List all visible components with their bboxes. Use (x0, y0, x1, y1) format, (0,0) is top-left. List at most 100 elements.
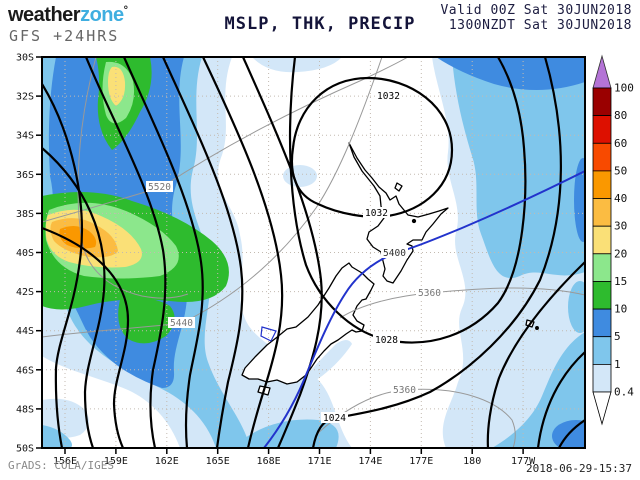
legend-label-50: 50 (614, 164, 627, 177)
lon-label-174e: 174E (358, 456, 382, 467)
label-5520-text: 5520 (148, 182, 171, 193)
label-1032-bottom: 1032 (363, 207, 390, 219)
lat-label-46s: 46S (16, 365, 34, 376)
lon-label-165e: 165E (206, 456, 230, 467)
thickness-5360-lower-line (317, 388, 516, 448)
lat-label-44s: 44S (16, 326, 34, 337)
label-5360-lower: 5360 (391, 384, 418, 396)
lon-label-177w: 177W (511, 456, 536, 467)
isobar-trough-1 (42, 82, 83, 448)
legend-label-1: 1 (614, 358, 621, 371)
isobar-1028-loop (288, 57, 527, 344)
precip-light-northeast (452, 57, 585, 279)
label-5360-upper-text: 5360 (418, 288, 441, 299)
lat-label-32s: 32S (16, 92, 34, 103)
lon-label-171e: 171E (307, 456, 331, 467)
alpine-lake-outline (260, 326, 277, 342)
legend-swatch-20-15 (592, 253, 612, 282)
logo-degree-mark: ° (123, 4, 128, 17)
legend-swatch-1-04 (592, 363, 612, 393)
legend-swatch-10-5 (592, 308, 612, 338)
contour-value-labels: 1032 1032 1028 1024 5520 5440 5400 5360 … (146, 90, 443, 424)
longitude-axis-labels: 156E 159E 162E 165E 168E 171E 174E 177E … (53, 456, 536, 467)
label-1024-text: 1024 (323, 413, 346, 424)
precip-pale-top-center (252, 57, 342, 73)
legend-label-15: 15 (614, 275, 627, 288)
precip-light-bottom-strip (232, 419, 339, 448)
label-1028-text: 1028 (375, 335, 398, 346)
legend-swatch-5-1 (592, 336, 612, 365)
lat-label-48s: 48S (16, 404, 34, 415)
label-5360-lower-text: 5360 (393, 385, 416, 396)
precip-pale-patch (283, 165, 317, 187)
legend-label-60: 60 (614, 137, 627, 150)
label-5440-text: 5440 (170, 318, 193, 329)
label-1032-top-text: 1032 (377, 91, 400, 102)
lat-label-30s: 30S (16, 53, 34, 64)
legend-label-20: 20 (614, 247, 627, 260)
legend-label-10: 10 (614, 303, 627, 316)
legend-underflow-arrow-icon (592, 391, 612, 426)
precip-pale-corner-patch (42, 398, 89, 438)
legend-overflow-arrow-icon (592, 54, 612, 89)
precip-blue-right-edge (574, 158, 585, 242)
valid-time-local: 1300NZDT Sat 30JUN2018 (448, 18, 632, 33)
legend-label-100: 100 (614, 82, 634, 95)
lat-label-34s: 34S (16, 131, 34, 142)
legend-swatch-15-10 (592, 281, 612, 310)
legend-swatch-40-30 (592, 198, 612, 227)
legend-label-30: 30 (614, 220, 627, 233)
precip-light-southeast (492, 332, 585, 448)
lon-label-180: 180 (463, 456, 481, 467)
precipitation-shading (42, 57, 585, 448)
isobar-trough-4 (84, 57, 167, 448)
thickness-west-loop-line (77, 57, 189, 299)
rain-snow-line-group (260, 170, 585, 448)
isobar-trough-8 (241, 57, 323, 448)
isobar-se-1 (486, 260, 585, 448)
label-5400-text: 5400 (383, 248, 406, 259)
isobar-trough-6 (161, 57, 244, 448)
precip-yellow-north (108, 66, 126, 106)
isobar-trough-2 (42, 146, 106, 448)
valid-time-utc: Valid 00Z Sat 30JUN2018 (440, 3, 632, 18)
legend-swatch-50-40 (592, 170, 612, 199)
precip-orange-core (59, 225, 97, 249)
isobar-se-3 (557, 418, 585, 448)
legend-swatch-100-80 (592, 87, 612, 117)
precip-pale-si-patch (300, 340, 352, 384)
grads-credit: GrADS: COLA/IGES (8, 459, 114, 472)
generation-timestamp: 2018-06-29-15:37 (526, 462, 632, 475)
label-1028: 1028 (373, 334, 400, 346)
thickness-5400-blue-line (263, 170, 585, 448)
legend-label-40: 40 (614, 192, 627, 205)
label-5440: 5440 (168, 317, 195, 329)
label-1032-top: 1032 (375, 90, 402, 102)
legend-label-5: 5 (614, 330, 621, 343)
label-1032-bottom-text: 1032 (365, 208, 388, 219)
lon-label-177e: 177E (409, 456, 433, 467)
lat-label-40s: 40S (16, 248, 34, 259)
lon-label-156e: 156E (53, 456, 77, 467)
isobar-1032-loop (290, 76, 454, 218)
legend-swatch-30-20 (592, 225, 612, 255)
precip-light-edge-patch (568, 281, 585, 333)
weatherzone-logo[interactable]: weatherzone° (8, 4, 128, 27)
legend-label-80: 80 (614, 109, 627, 122)
latitude-axis-labels: 30S 32S 34S 36S 38S 40S 42S 44S 46S 48S … (16, 53, 34, 455)
legend-value-labels: 100 80 60 50 40 30 20 15 10 5 1 0.4 (614, 82, 634, 399)
isobar-trough-7 (201, 57, 284, 448)
thickness-5440-line (42, 57, 383, 338)
label-1024: 1024 (321, 412, 348, 424)
lon-label-162e: 162E (155, 456, 179, 467)
label-5360-upper: 5360 (416, 287, 443, 299)
precip-light-corner (42, 425, 72, 448)
axis-ticks (36, 56, 524, 454)
chatham-islet (535, 326, 539, 330)
valid-time-block: Valid 00Z Sat 30JUN2018 1300NZDT Sat 30J… (440, 3, 632, 33)
logo-text-weather: weather (8, 4, 81, 26)
isobar-se-2 (536, 350, 585, 448)
legend-label-04: 0.4 (614, 386, 634, 399)
label-5520: 5520 (146, 181, 173, 193)
